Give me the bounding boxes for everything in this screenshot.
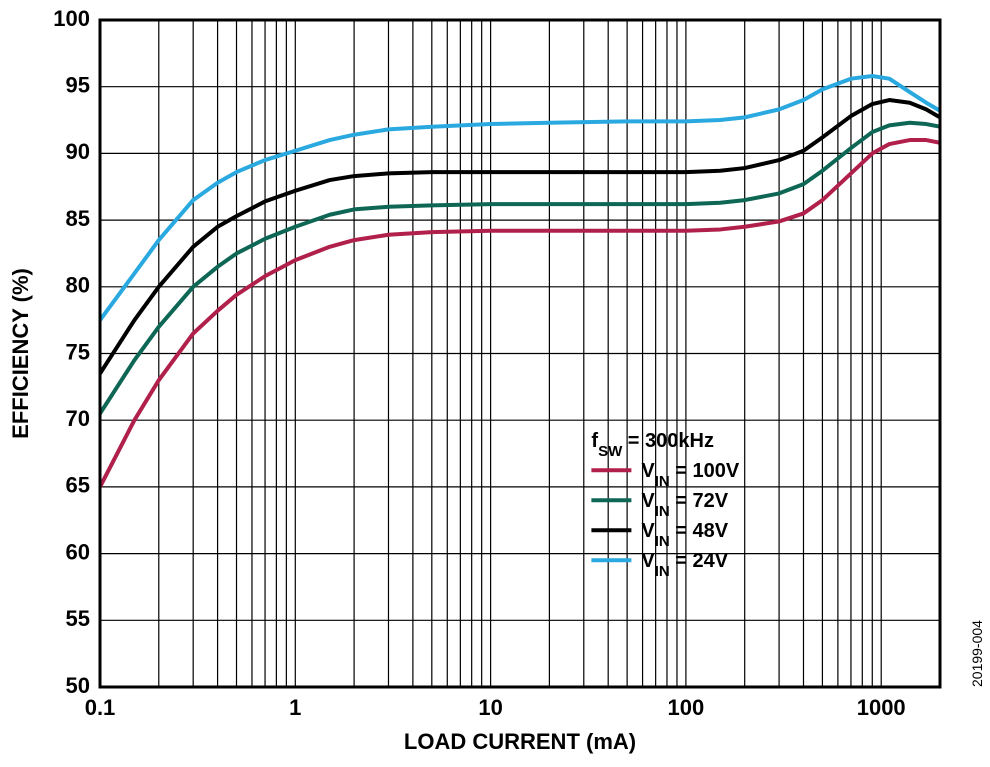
y-tick-label: 75 — [66, 339, 90, 364]
x-tick-label: 0.1 — [85, 695, 116, 720]
y-tick-label: 55 — [66, 606, 90, 631]
y-axis-label: EFFICIENCY (%) — [8, 268, 33, 439]
y-tick-label: 65 — [66, 473, 90, 498]
y-tick-label: 80 — [66, 273, 90, 298]
y-tick-label: 85 — [66, 206, 90, 231]
y-tick-label: 70 — [66, 406, 90, 431]
y-tick-label: 100 — [53, 6, 90, 31]
efficiency-chart: 505560657075808590951000.11101001000LOAD… — [0, 0, 990, 767]
x-tick-label: 1000 — [857, 695, 906, 720]
y-tick-label: 90 — [66, 139, 90, 164]
chart-svg: 505560657075808590951000.11101001000LOAD… — [0, 0, 990, 767]
figure-id: 20199-004 — [969, 620, 985, 687]
x-tick-label: 100 — [668, 695, 705, 720]
y-tick-label: 60 — [66, 539, 90, 564]
x-axis-label: LOAD CURRENT (mA) — [404, 729, 636, 754]
x-tick-label: 10 — [478, 695, 502, 720]
x-tick-label: 1 — [289, 695, 301, 720]
y-tick-label: 95 — [66, 73, 90, 98]
